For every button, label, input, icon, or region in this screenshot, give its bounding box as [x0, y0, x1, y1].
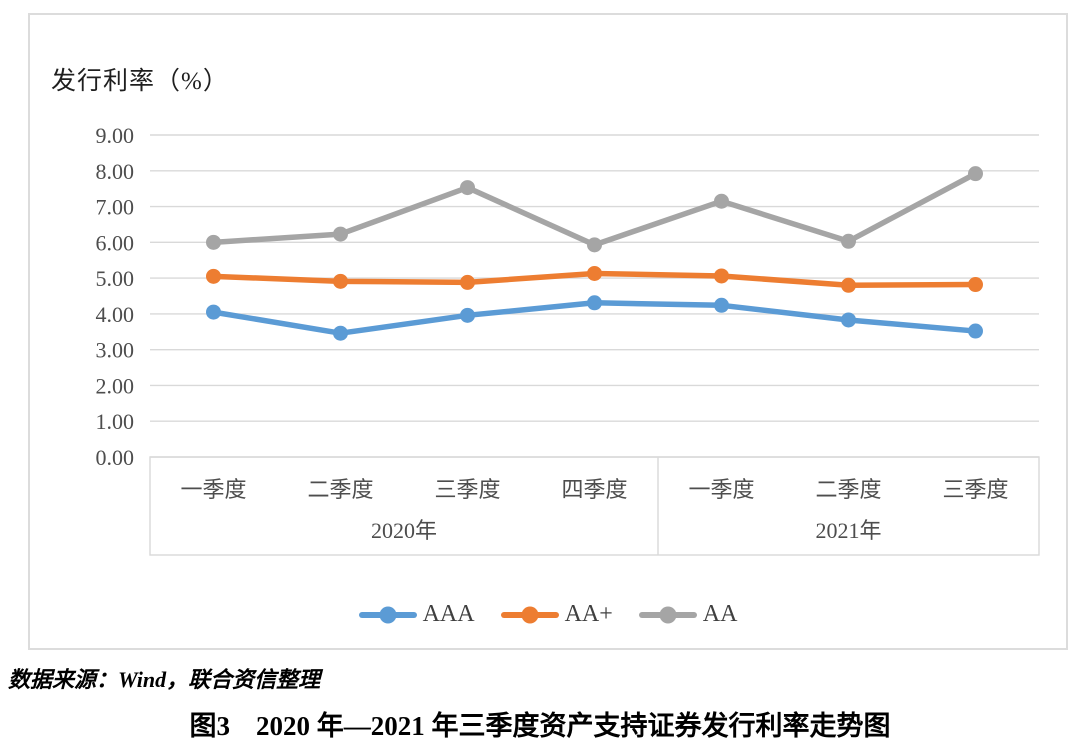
series-point-AAA — [206, 304, 221, 320]
legend-label: AAA — [422, 601, 475, 627]
series-point-AA — [206, 234, 221, 250]
x-axis-year-label: 2021年 — [815, 518, 881, 543]
legend-line-marker-icon — [638, 606, 697, 623]
series-point-AA — [714, 193, 729, 209]
series-point-AA — [968, 166, 983, 182]
series-point-AA — [587, 237, 602, 253]
series-point-AAA — [841, 312, 856, 328]
series-point-AA — [460, 180, 475, 196]
series-point-AAA — [587, 295, 602, 311]
series-point-AA+ — [206, 268, 221, 284]
legend-line-marker-icon — [500, 606, 559, 623]
series-point-AA+ — [333, 273, 348, 289]
x-tick-label: 三季度 — [434, 477, 500, 502]
x-tick-label: 四季度 — [561, 477, 627, 502]
legend-label: AA — [702, 601, 738, 627]
y-tick-label: 2.00 — [96, 373, 135, 398]
series-line-AA — [213, 171, 977, 248]
x-axis-year-label: 2020年 — [371, 518, 437, 543]
series-point-AA+ — [714, 268, 729, 284]
y-tick-label: 0.00 — [96, 445, 135, 470]
y-tick-label: 3.00 — [96, 338, 135, 363]
series-point-AA+ — [587, 265, 602, 281]
x-axis-box — [149, 456, 1040, 556]
y-tick-label: 4.00 — [96, 302, 135, 327]
caption-label: 图3 — [189, 711, 231, 741]
x-tick-label: 三季度 — [942, 477, 1008, 502]
legend-item-AA: AA — [638, 601, 738, 628]
series-point-AA+ — [841, 277, 856, 293]
y-axis-title: 发行利率（%） — [51, 68, 229, 95]
y-tick-label: 8.00 — [96, 159, 135, 184]
legend-item-AA+: AA+ — [500, 601, 613, 628]
figure-caption: 图3 2020 年—2021 年三季度资产支持证券发行利率走势图 — [0, 704, 1080, 743]
y-tick-label: 6.00 — [96, 230, 135, 255]
legend-item-AAA: AAA — [358, 601, 475, 628]
chart-panel: 0.00 1.00 2.00 3.00 4.00 5.00 6.00 7.00 8.00 9.00… — [28, 13, 1068, 650]
series-point-AAA — [714, 297, 729, 313]
series-point-AAA — [333, 325, 348, 341]
chart-legend: AAA AA+ AA — [30, 601, 1066, 628]
series-point-AA+ — [968, 277, 983, 293]
series-point-AA+ — [460, 274, 475, 290]
x-tick-label: 二季度 — [307, 477, 373, 502]
y-tick-label: 1.00 — [96, 409, 135, 434]
y-tick-label: 9.00 — [96, 123, 135, 148]
series-point-AA — [333, 226, 348, 242]
line-chart: 0.00 1.00 2.00 3.00 4.00 5.00 6.00 7.00 8.00 9.00… — [96, 123, 1040, 556]
legend-label: AA+ — [564, 601, 613, 627]
legend-line-marker-icon — [358, 606, 417, 623]
series-point-AA — [841, 233, 856, 249]
x-tick-label: 一季度 — [688, 477, 754, 502]
caption-text: 2020 年—2021 年三季度资产支持证券发行利率走势图 — [256, 711, 891, 741]
x-tick-label: 二季度 — [815, 477, 881, 502]
y-tick-label: 7.00 — [96, 195, 135, 220]
source-note: 数据来源：Wind，联合资信整理 — [8, 667, 321, 692]
series-point-AAA — [460, 307, 475, 323]
series-point-AAA — [968, 323, 983, 339]
x-tick-label: 一季度 — [180, 477, 246, 502]
y-tick-label: 5.00 — [96, 266, 135, 291]
